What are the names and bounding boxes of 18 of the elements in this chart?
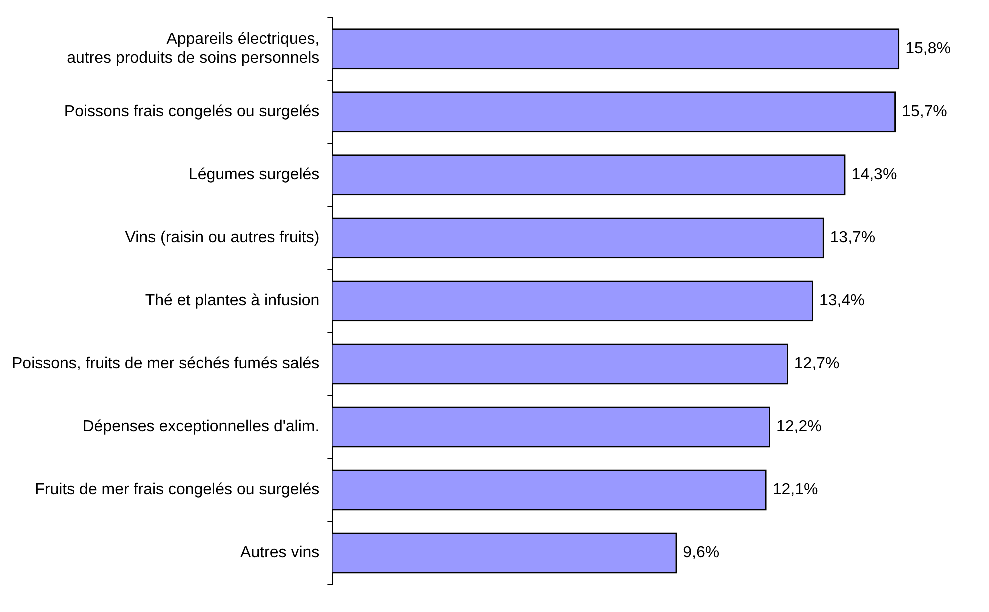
- y-tick-label: Dépenses exceptionnelles d'alim.: [82, 418, 320, 436]
- data-label: 13,7%: [830, 230, 876, 247]
- y-tick-label: Autres vins: [240, 544, 320, 562]
- y-tick-label: Thé et plantes à infusion: [145, 292, 320, 310]
- data-label: 9,6%: [683, 544, 720, 562]
- data-label: 14,3%: [852, 166, 898, 184]
- y-tick-label: Vins (raisin ou autres fruits): [125, 230, 320, 247]
- y-tick-label: Poissons frais congelés ou surgelés: [64, 104, 320, 121]
- data-label: 12,7%: [794, 356, 840, 373]
- data-label: 15,7%: [902, 104, 948, 121]
- y-tick-label: Fruits de mer frais congelés ou surgelés: [35, 482, 320, 499]
- data-label: 13,4%: [820, 292, 865, 310]
- y-tick-label: Appareils électriques, autres produits de soins personnels: [67, 30, 320, 68]
- data-label: 12,1%: [772, 482, 818, 499]
- y-tick-label: Poissons, fruits de mer séchés fumés salés: [12, 356, 320, 373]
- data-label: 12,2%: [776, 418, 822, 436]
- data-label: 15,8%: [906, 40, 951, 58]
- y-tick-label: Légumes surgelés: [188, 166, 320, 184]
